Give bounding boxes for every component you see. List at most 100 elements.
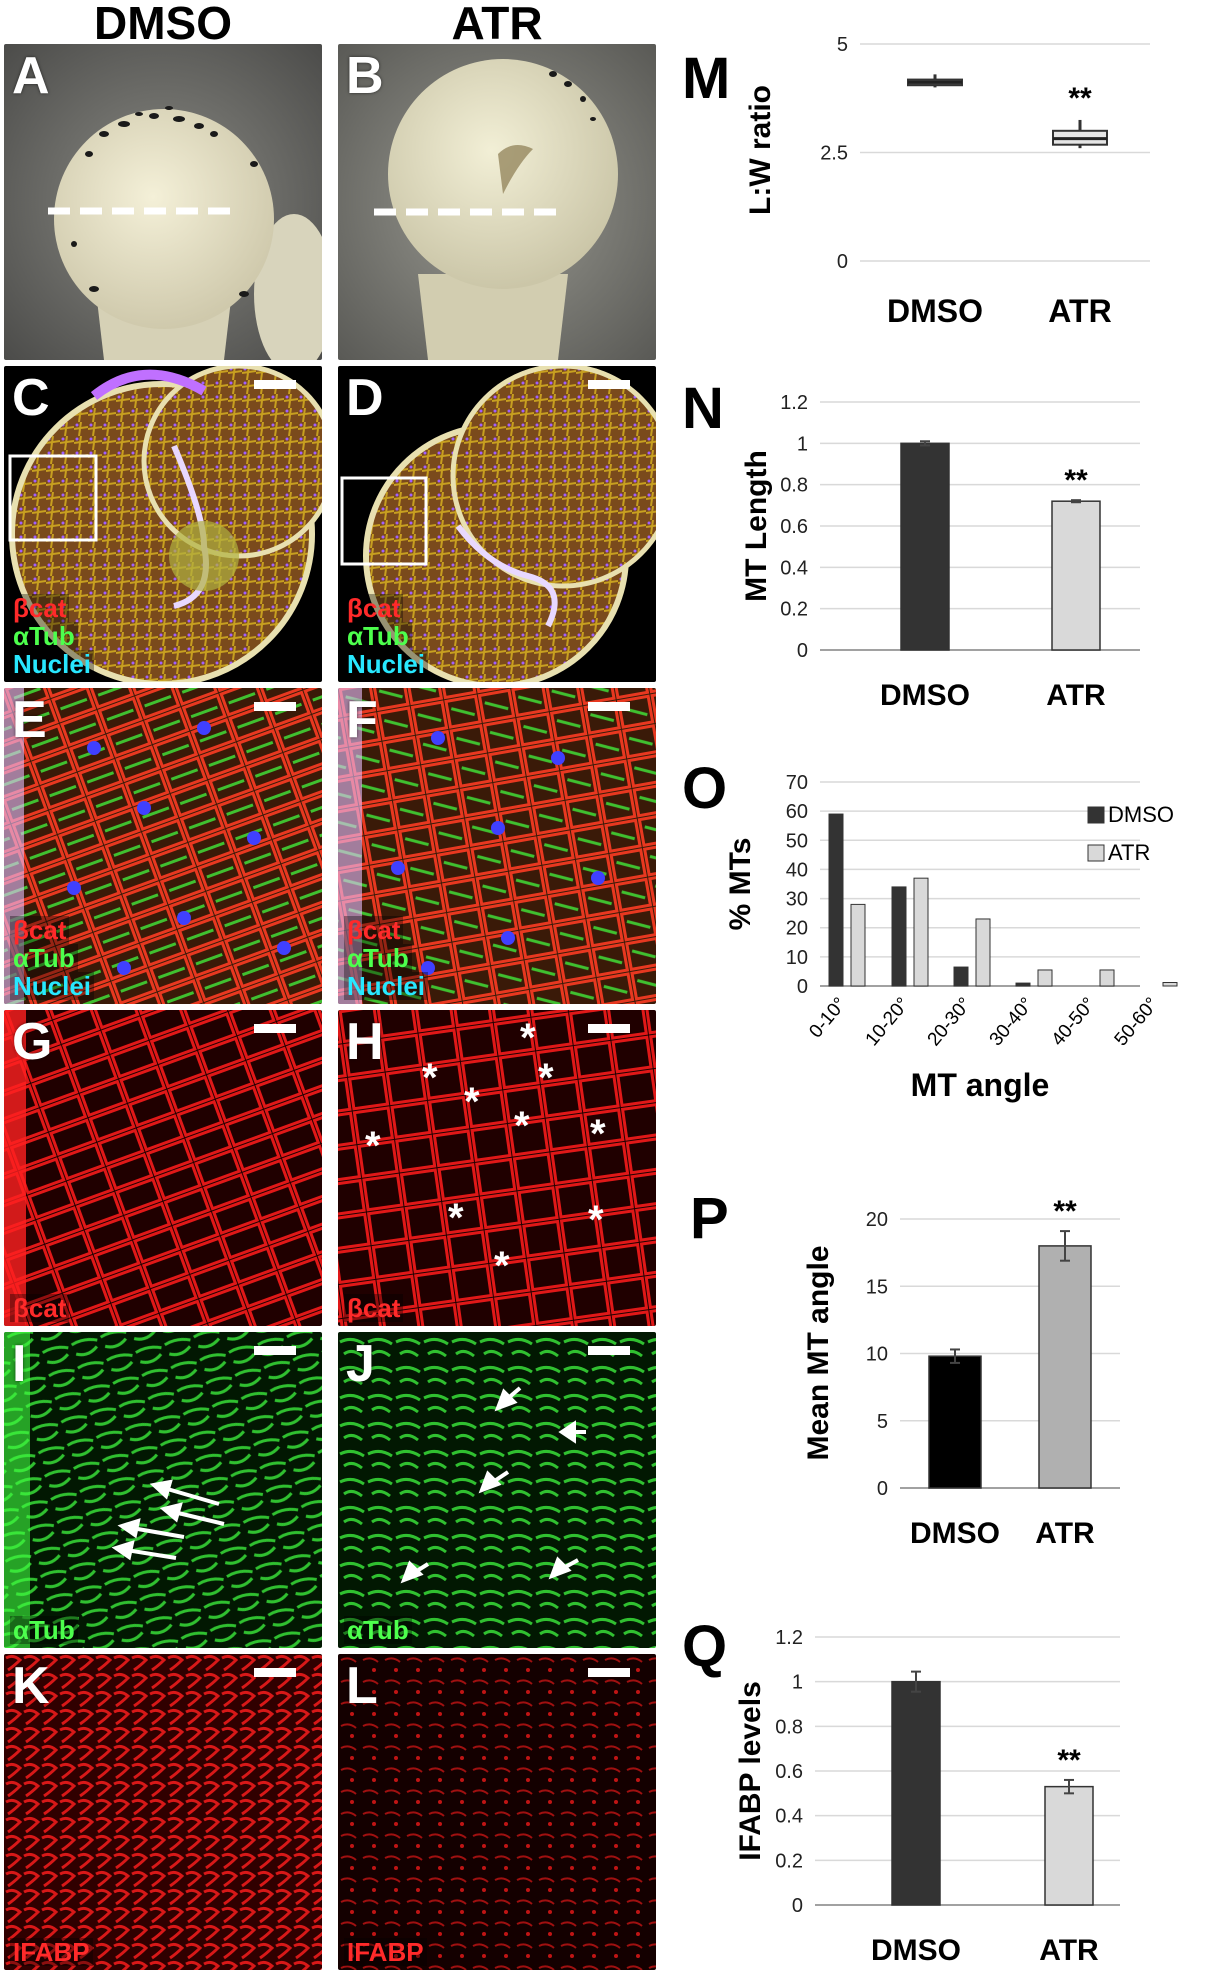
asterisk-marker: * xyxy=(464,1080,480,1124)
y-tick-label: 15 xyxy=(866,1276,888,1298)
panel-c-section-dmso: C βcat αTub Nuclei xyxy=(4,366,322,682)
stain-label-bcat: βcat xyxy=(344,916,404,944)
bar xyxy=(1044,1785,1094,1906)
merge-image-atr xyxy=(338,688,656,1004)
bar xyxy=(891,1680,941,1906)
panel-letter: D xyxy=(346,369,384,427)
stain-label-atub: αTub xyxy=(10,1616,78,1644)
panel-letter: F xyxy=(346,691,378,749)
y-axis-label: % MTs xyxy=(724,838,757,931)
panel-letter: H xyxy=(346,1013,384,1071)
bcat-image-dmso xyxy=(4,1010,322,1326)
y-tick-label: 1.2 xyxy=(780,392,808,414)
x-category-label: DMSO xyxy=(880,679,970,712)
asterisk-marker: * xyxy=(520,1016,536,1060)
chart-letter-p: P xyxy=(690,1186,729,1251)
y-tick-label: 0.8 xyxy=(775,1716,803,1738)
panel-letter: B xyxy=(346,47,384,105)
panel-a-embryo-dmso: A xyxy=(4,44,322,360)
chart-letter-q: Q xyxy=(682,1614,728,1679)
atub-image-dmso xyxy=(4,1332,322,1648)
scale-bar xyxy=(254,1346,296,1355)
scale-bar xyxy=(254,380,296,389)
x-category-label: ATR xyxy=(1048,293,1111,329)
stain-label-bcat: βcat xyxy=(10,1294,70,1322)
y-axis-label: L:W ratio xyxy=(744,85,777,215)
embryo-image-atr xyxy=(338,44,656,360)
chart-letter-o: O xyxy=(682,756,728,821)
asterisk-marker: * xyxy=(448,1196,464,1240)
scale-bar xyxy=(588,380,630,389)
stain-labels: βcat xyxy=(344,1294,404,1322)
y-tick-label: 1.2 xyxy=(775,1627,803,1649)
y-tick-label: 0.6 xyxy=(780,516,808,538)
stain-labels: IFABP xyxy=(10,1938,93,1966)
section-image-atr xyxy=(338,366,656,682)
y-tick-label: 20 xyxy=(786,918,808,940)
section-image-dmso xyxy=(4,366,322,682)
bar-atr xyxy=(975,918,991,987)
y-tick-label: 0.8 xyxy=(780,475,808,497)
stain-label-nuclei: Nuclei xyxy=(344,972,429,1000)
y-tick-label: 0 xyxy=(877,1478,888,1500)
y-tick-label: 0 xyxy=(837,251,848,273)
scale-bar xyxy=(588,1668,630,1677)
bar-atr xyxy=(1162,982,1178,987)
chart-letter-m: M xyxy=(682,46,731,111)
panel-letter: G xyxy=(12,1013,53,1071)
y-tick-label: 0.4 xyxy=(775,1806,803,1828)
stain-label-ifabp: IFABP xyxy=(344,1938,427,1966)
y-tick-label: 0.2 xyxy=(775,1850,803,1872)
stain-label-atub: αTub xyxy=(10,622,78,650)
bar-dmso xyxy=(1015,982,1031,987)
legend-label: ATR xyxy=(1108,840,1150,865)
bar xyxy=(900,442,950,651)
column-header-dmso: DMSO xyxy=(94,0,232,49)
x-category-label: ATR xyxy=(1035,1517,1095,1550)
bar xyxy=(928,1355,982,1489)
significance-marker: ** xyxy=(1068,82,1092,115)
stain-labels: αTub xyxy=(10,1616,78,1644)
stain-labels: IFABP xyxy=(344,1938,427,1966)
y-tick-label: 5 xyxy=(877,1411,888,1433)
bar-dmso xyxy=(828,813,844,987)
asterisk-marker: * xyxy=(588,1198,604,1242)
stain-label-ifabp: IFABP xyxy=(10,1938,93,1966)
y-tick-label: 0.6 xyxy=(775,1761,803,1783)
y-tick-label: 1 xyxy=(797,433,808,455)
x-category-label: DMSO xyxy=(887,293,983,329)
bar-atr xyxy=(913,877,929,987)
stain-label-atub: αTub xyxy=(10,944,78,972)
y-tick-label: 20 xyxy=(866,1209,888,1231)
asterisk-marker: * xyxy=(422,1056,438,1100)
bar xyxy=(1038,1245,1092,1489)
scale-bar xyxy=(254,702,296,711)
bar-atr xyxy=(850,903,866,987)
y-axis-label: IFABP levels xyxy=(734,1681,767,1861)
legend-label: DMSO xyxy=(1108,802,1174,827)
y-tick-label: 2.5 xyxy=(820,143,848,165)
legend-swatch xyxy=(1087,806,1105,824)
scale-bar xyxy=(588,1024,630,1033)
x-category-label: ATR xyxy=(1039,1934,1099,1967)
panel-k-ifabp-dmso: K IFABP xyxy=(4,1654,322,1970)
x-category-label: DMSO xyxy=(871,1934,961,1967)
x-category-label: 0-10° xyxy=(805,994,850,1042)
asterisk-marker: * xyxy=(514,1104,530,1148)
stain-label-atub: αTub xyxy=(344,1616,412,1644)
panel-l-ifabp-atr: L IFABP xyxy=(338,1654,656,1970)
y-axis-label: Mean MT angle xyxy=(802,1245,835,1460)
bcat-image-atr xyxy=(338,1010,656,1326)
x-category-label: 20-30° xyxy=(924,994,976,1051)
significance-marker: ** xyxy=(1057,1744,1081,1777)
stain-labels: βcat xyxy=(10,1294,70,1322)
panel-letter: K xyxy=(12,1657,50,1715)
stain-labels: βcat αTub Nuclei xyxy=(344,916,429,1000)
x-category-label: 40-50° xyxy=(1048,994,1100,1051)
asterisk-marker: * xyxy=(590,1112,606,1156)
y-tick-label: 0.2 xyxy=(780,599,808,621)
stain-label-atub: αTub xyxy=(344,944,412,972)
x-category-label: 30-40° xyxy=(986,994,1038,1051)
legend-swatch xyxy=(1087,844,1105,862)
